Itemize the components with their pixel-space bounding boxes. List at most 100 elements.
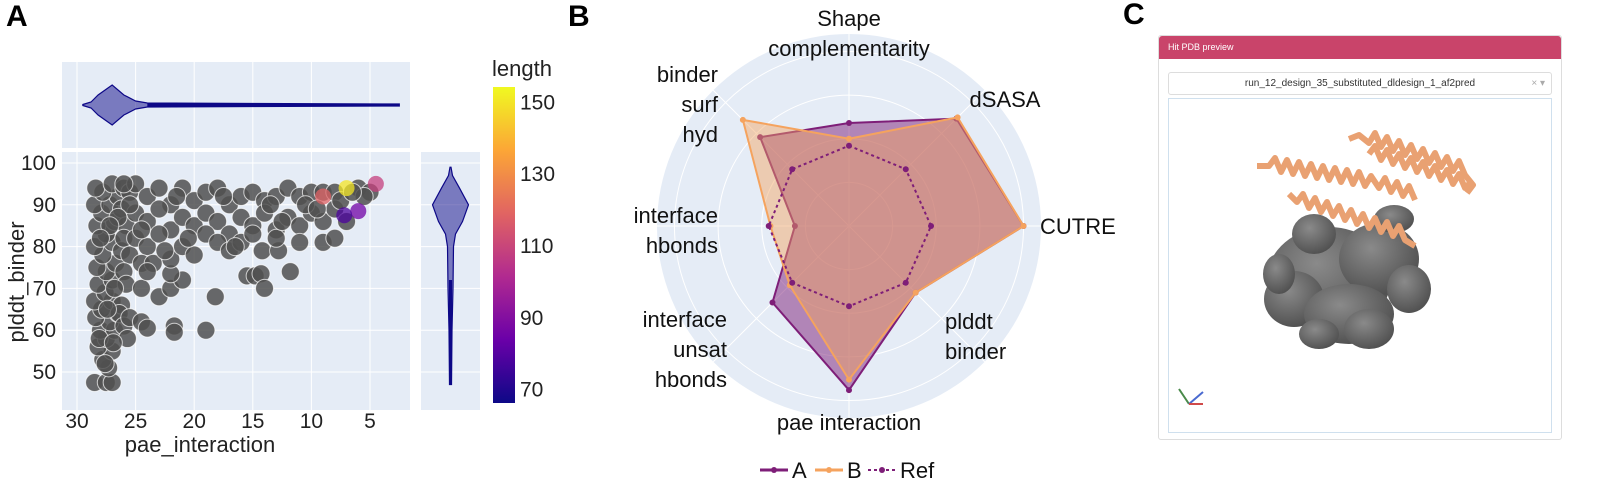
colorbar-tick-label: 90 (520, 307, 543, 330)
target-surface (1263, 205, 1431, 349)
scatter-point (266, 228, 286, 248)
panel-label-c: C (1123, 0, 1145, 31)
scatter-point (255, 278, 275, 298)
radar-point (912, 289, 919, 296)
scatter-point (243, 224, 263, 244)
scatter-point (290, 232, 310, 252)
scatter-point (131, 278, 151, 298)
radar-axis-label: interface (643, 307, 727, 332)
radar-point (739, 116, 746, 123)
x-axis-label: pae_interaction (125, 432, 275, 457)
y-tick-label: 90 (33, 194, 56, 217)
scatter-point (225, 237, 245, 257)
scatter-point (325, 228, 345, 248)
scatter-point (137, 318, 157, 338)
scatter-point (97, 299, 117, 319)
hit-pdb-preview-card: Hit PDB preview run_12_design_35_substit… (1158, 35, 1562, 440)
molecule-viewer[interactable] (1168, 98, 1552, 433)
scatter-point (149, 224, 169, 244)
radar-point (769, 299, 776, 306)
radar-axis-label: interface (634, 203, 718, 228)
radar-point (928, 223, 935, 229)
clear-icon[interactable]: × (1531, 78, 1538, 89)
radar-point (846, 387, 852, 394)
axes-gizmo-icon (1178, 388, 1204, 405)
scatter-point (86, 178, 106, 198)
x-tick-label: 30 (65, 410, 88, 433)
radar-point (765, 223, 772, 229)
side-violin-plot (421, 152, 480, 410)
radar-point (846, 142, 852, 149)
radar-axis-label: Shape (817, 6, 881, 31)
radar-point (846, 303, 852, 310)
legend-label[interactable]: Ref (900, 458, 935, 483)
scatter-point (208, 212, 228, 232)
colorbar-gradient (493, 87, 515, 403)
colorbar-tick-label: 130 (520, 163, 555, 186)
scatter-plot: 30 25 20 15 10 5 100 90 80 70 60 50 pae_interaction p… (4, 152, 410, 457)
card-header: Hit PDB preview (1159, 36, 1561, 59)
radar-axis-label: dSASA (970, 87, 1041, 112)
highlighted-point (350, 203, 367, 220)
legend-label[interactable]: B (847, 458, 862, 483)
y-tick-label: 70 (33, 277, 56, 300)
radar-point (791, 223, 798, 229)
radar-point (789, 279, 796, 286)
y-tick-label: 50 (33, 361, 56, 384)
legend-marker (771, 467, 777, 473)
highlighted-point (367, 175, 384, 192)
scatter-point (205, 287, 225, 307)
y-tick-label: 100 (21, 152, 56, 175)
top-violin-plot (62, 62, 410, 148)
scatter-point (272, 212, 292, 232)
radar-axis-label: binder (657, 62, 718, 87)
colorbar-title: length (492, 56, 552, 81)
molecule-render (1178, 130, 1476, 405)
radar-point (902, 279, 909, 286)
scatter-point (260, 195, 280, 215)
radar-point (846, 376, 852, 383)
radar-legend: A B Ref (760, 458, 935, 483)
scatter-point (90, 228, 110, 248)
binder-ribbon (1257, 130, 1476, 249)
legend-marker (826, 467, 832, 473)
radar-point (954, 114, 961, 121)
scatter-point (114, 174, 134, 194)
radar-axis-label: pae interaction (777, 410, 921, 435)
radar-point (846, 135, 852, 142)
scatter-point (167, 186, 187, 206)
chevron-down-icon[interactable]: ▾ (1539, 78, 1545, 89)
scatter-point (137, 262, 157, 282)
panel-label-a: A (6, 0, 28, 33)
highlighted-point (338, 180, 355, 197)
radar-axis-label: hbonds (646, 233, 718, 258)
scatter-point (184, 245, 204, 265)
radar-axis-label: hbonds (655, 367, 727, 392)
scatter-point (95, 354, 115, 374)
highlighted-point (315, 188, 332, 205)
x-tick-label: 20 (183, 410, 206, 433)
scatter-point (214, 186, 233, 206)
radar-axis-label: binder (945, 339, 1006, 364)
radar-point (902, 166, 909, 173)
radar-axis-label: CUTRE (1040, 214, 1116, 239)
x-tick-label: 15 (241, 410, 264, 433)
radar-chart: Shape complementarity dSASA CUTRE plddt binde… (634, 6, 1116, 435)
scatter-point (105, 278, 125, 298)
legend-label[interactable]: A (792, 458, 807, 483)
x-tick-label: 25 (124, 410, 147, 433)
radar-axis-label: plddt (945, 309, 993, 334)
radar-axis-label: unsat (673, 337, 727, 362)
x-tick-label: 5 (364, 410, 376, 433)
pdb-select-dropdown[interactable]: run_12_design_35_substituted_dldesign_1_… (1168, 72, 1552, 95)
selected-pdb: run_12_design_35_substituted_dldesign_1_… (1244, 78, 1476, 89)
radar-point (757, 134, 764, 141)
scatter-point (178, 228, 198, 248)
scatter-point (149, 178, 169, 198)
scatter-point (137, 237, 157, 257)
y-tick-label: 60 (33, 319, 56, 342)
legend-marker (879, 467, 885, 473)
colorbar-tick-label: 110 (520, 235, 553, 258)
radar-point (1020, 223, 1027, 229)
scatter-point (103, 333, 123, 353)
